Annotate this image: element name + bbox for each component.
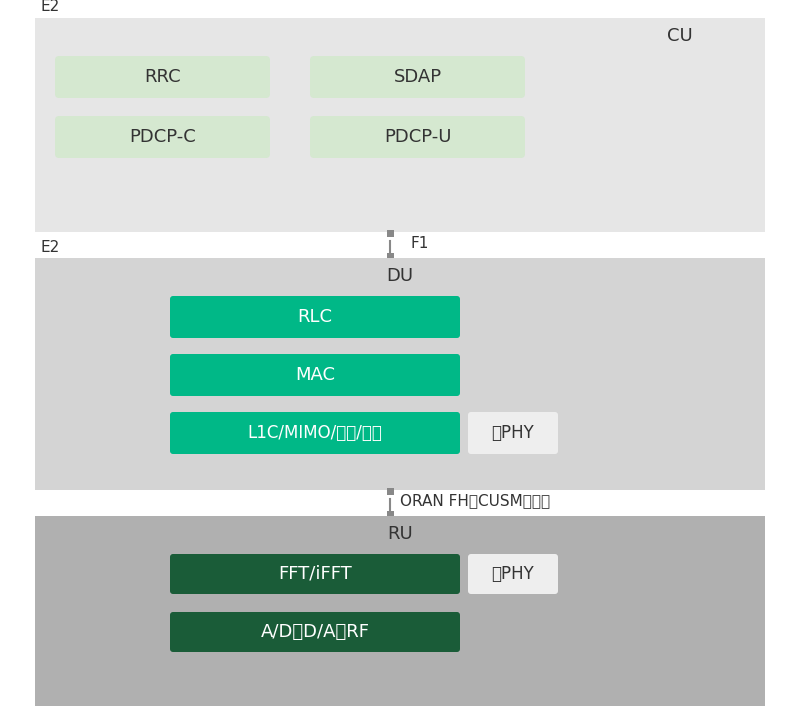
Text: DU: DU <box>386 267 414 285</box>
Text: PDCP-C: PDCP-C <box>129 128 196 146</box>
Text: CU: CU <box>667 27 693 45</box>
Bar <box>35 18 765 232</box>
Text: A/D、D/A、RF: A/D、D/A、RF <box>261 623 370 641</box>
FancyBboxPatch shape <box>170 354 460 396</box>
Bar <box>386 511 394 518</box>
Text: L1C/MIMO/模块/编码: L1C/MIMO/模块/编码 <box>247 424 382 442</box>
FancyBboxPatch shape <box>170 612 460 652</box>
Text: E2: E2 <box>40 240 59 256</box>
Text: SDAP: SDAP <box>394 68 442 86</box>
Bar <box>386 253 394 260</box>
Text: ORAN FH（CUSM平面）: ORAN FH（CUSM平面） <box>400 494 550 508</box>
Text: F1: F1 <box>410 235 428 251</box>
Bar <box>386 230 394 237</box>
FancyBboxPatch shape <box>310 116 525 158</box>
Bar <box>35 516 765 706</box>
Text: E2: E2 <box>40 0 59 14</box>
FancyBboxPatch shape <box>55 56 270 98</box>
FancyBboxPatch shape <box>170 554 460 594</box>
FancyBboxPatch shape <box>170 296 460 338</box>
Text: RLC: RLC <box>298 308 333 326</box>
Text: 低PHY: 低PHY <box>492 565 534 583</box>
Text: MAC: MAC <box>295 366 335 384</box>
FancyBboxPatch shape <box>170 412 460 454</box>
FancyBboxPatch shape <box>55 116 270 158</box>
Bar <box>35 258 765 490</box>
FancyBboxPatch shape <box>310 56 525 98</box>
Text: RU: RU <box>387 525 413 543</box>
Bar <box>386 488 394 495</box>
Text: 高PHY: 高PHY <box>492 424 534 442</box>
Text: PDCP-U: PDCP-U <box>384 128 451 146</box>
Text: FFT/iFFT: FFT/iFFT <box>278 565 352 583</box>
FancyBboxPatch shape <box>468 554 558 594</box>
Text: RRC: RRC <box>144 68 181 86</box>
FancyBboxPatch shape <box>468 412 558 454</box>
